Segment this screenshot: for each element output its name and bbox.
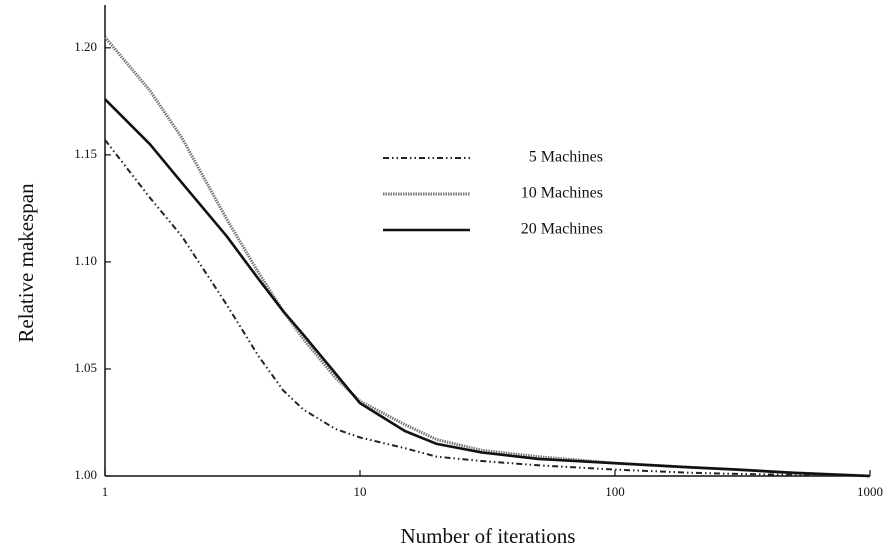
y-tick-label: 1.20 (74, 39, 97, 54)
legend-label: 5 Machines (529, 149, 603, 166)
x-axis-title: Number of iterations (401, 524, 576, 548)
y-tick-label: 1.05 (74, 360, 97, 375)
y-axis-title: Relative makespan (14, 183, 38, 343)
x-tick-label: 100 (605, 484, 625, 499)
series-line (104, 98, 871, 478)
legend-label: 20 Machines (521, 221, 603, 238)
series-line (103, 36, 871, 478)
y-tick-label: 1.00 (74, 467, 97, 482)
x-tick-label: 10 (354, 484, 367, 499)
series-line (104, 139, 871, 477)
legend-label: 10 Machines (521, 185, 603, 202)
y-tick-label: 1.10 (74, 253, 97, 268)
y-tick-label: 1.15 (74, 146, 97, 161)
x-tick-label: 1000 (857, 484, 883, 499)
x-tick-label: 1 (102, 484, 109, 499)
